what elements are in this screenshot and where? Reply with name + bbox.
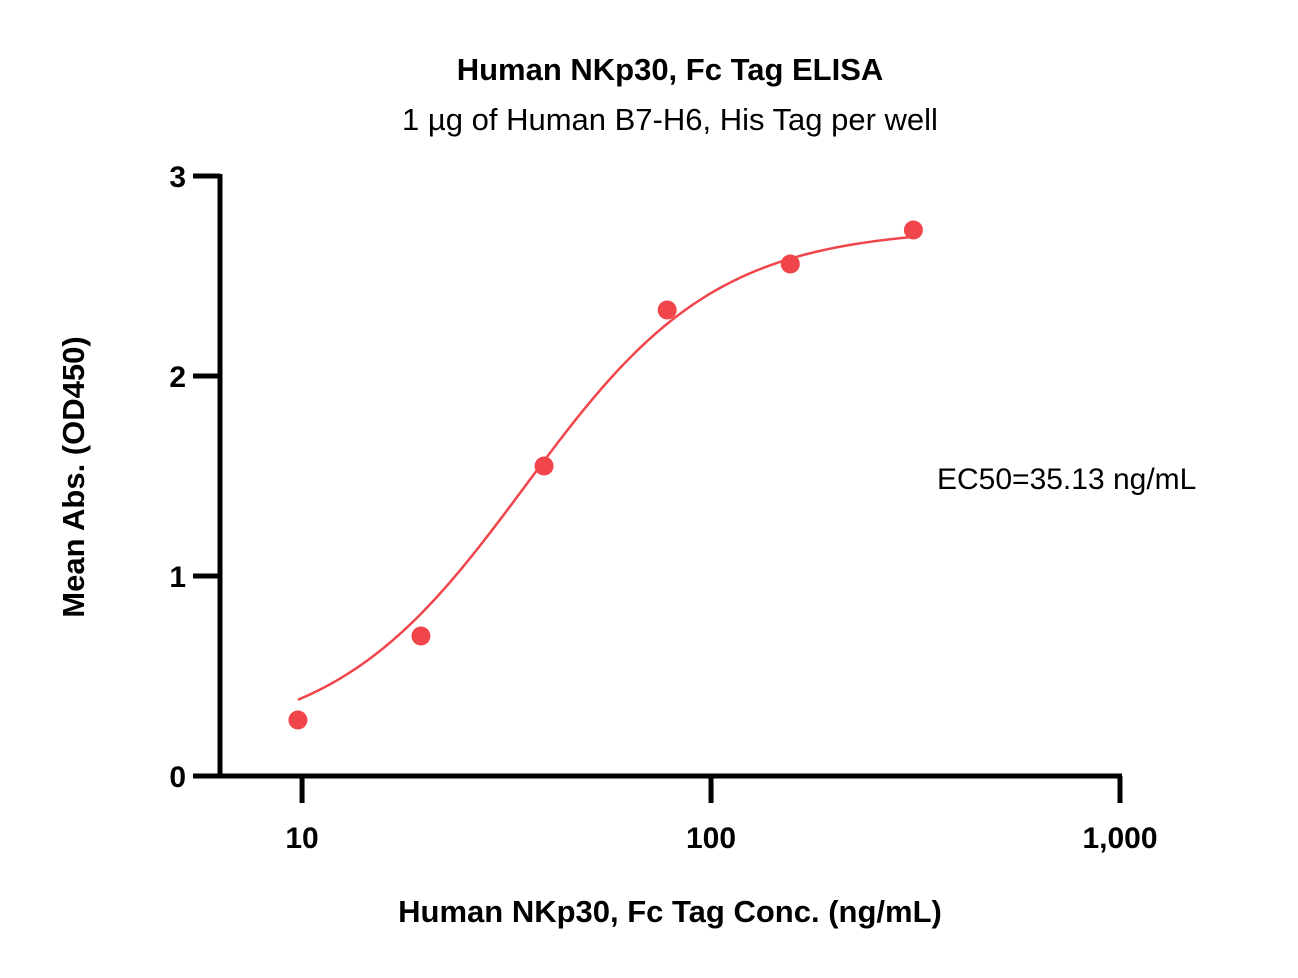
- chart-subtitle: 1 µg of Human B7-H6, His Tag per well: [402, 102, 938, 137]
- y-tick-label: 0: [169, 761, 186, 794]
- y-tick-label: 1: [169, 561, 186, 594]
- data-point: [411, 626, 431, 646]
- y-tick-label: 2: [169, 361, 186, 394]
- y-axis-label: Mean Abs. (OD450): [56, 336, 91, 617]
- y-axis: 0 1 2 3: [169, 161, 223, 794]
- x-axis: 10 100 1,000: [193, 773, 1158, 855]
- x-tick-label: 1,000: [1082, 822, 1157, 855]
- y-ticks: 0 1 2 3: [169, 161, 220, 794]
- chart-title: Human NKp30, Fc Tag ELISA: [457, 52, 884, 87]
- y-tick-label: 3: [169, 161, 186, 194]
- data-point: [903, 220, 923, 240]
- x-ticks: 10 100 1,000: [285, 776, 1158, 855]
- data-point: [534, 456, 554, 476]
- data-points: [288, 220, 923, 730]
- data-point: [780, 254, 800, 274]
- data-point: [288, 710, 308, 730]
- data-point: [657, 300, 677, 320]
- x-axis-label: Human NKp30, Fc Tag Conc. (ng/mL): [398, 894, 942, 929]
- fit-curve: [297, 235, 914, 701]
- ec50-annotation: EC50=35.13 ng/mL: [937, 463, 1196, 496]
- x-tick-label: 100: [686, 822, 736, 855]
- x-tick-label: 10: [285, 822, 318, 855]
